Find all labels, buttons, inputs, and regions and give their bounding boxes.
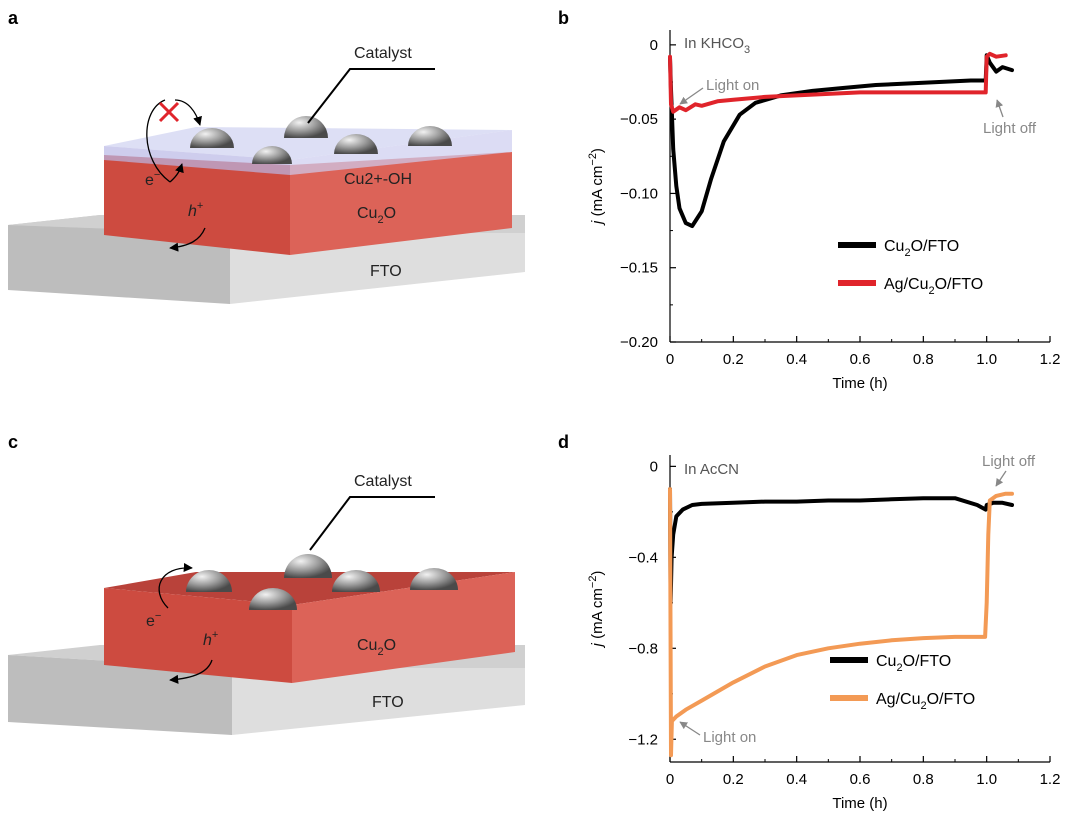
electron-label: e−	[145, 169, 160, 189]
axes-b: 0 0.2 0.4 0.6 0.8 1.0 1.2 0 −0.05 −0.10 −0.15 −0.20…	[587, 30, 1060, 392]
hole-arrow	[169, 227, 206, 252]
series-line-0	[668, 487, 1014, 605]
cross-icon	[158, 101, 180, 123]
blocked-electron-arrow	[174, 99, 202, 126]
legend-entry: Ag/Cu2O/FTO	[876, 691, 975, 712]
catalyst-sphere	[332, 570, 380, 592]
annotation-label: Light on	[703, 729, 756, 746]
catalyst-sphere	[284, 116, 328, 138]
annotation-label: Light off	[982, 453, 1036, 470]
x-tick-label: 0.4	[786, 771, 807, 788]
y-tick-label: −0.8	[628, 640, 658, 657]
x-tick-label: 1.2	[1040, 771, 1061, 788]
fto-label: FTO	[370, 263, 402, 280]
legend-d: Cu2O/FTO Ag/Cu2O/FTO	[830, 653, 975, 712]
catalyst-label: Catalyst	[354, 45, 412, 62]
catalyst-sphere	[252, 146, 292, 164]
annotations-b: Light on Light off	[679, 77, 1037, 137]
legend-entry: Ag/Cu2O/FTO	[884, 276, 983, 297]
legend-b: Cu2O/FTO Ag/Cu2O/FTO	[838, 238, 983, 297]
chart-d: d In AcCN 0 0.2 0.4 0.6 0.8 1.0 1.2 0 −0.4 −0.8 −1…	[558, 432, 1060, 812]
y-tick-label: 0	[650, 458, 658, 475]
panel-letter-d: d	[558, 432, 569, 452]
hole-label: h+	[203, 629, 218, 649]
x-axis-label: Time (h)	[832, 795, 887, 812]
electron-path	[146, 99, 171, 183]
cu2o-label: Cu2O	[357, 637, 396, 658]
cu2o-layer	[104, 152, 512, 255]
y-tick-label: −1.2	[628, 731, 658, 748]
legend-entry: Cu2O/FTO	[876, 653, 951, 674]
condition-label-d: In AcCN	[684, 461, 739, 478]
y-tick-label: −0.15	[620, 260, 658, 277]
hydroxide-label: Cu2+-OH	[344, 171, 412, 188]
series-b	[668, 51, 1014, 229]
y-axis-label: j (mA cm−2)	[587, 571, 606, 649]
y-tick-label: −0.4	[628, 549, 658, 566]
cu2o-front-face	[290, 152, 512, 255]
catalyst-label: Catalyst	[354, 473, 412, 490]
catalyst-sphere	[190, 128, 234, 148]
panel-a-diagram: a Catalyst	[8, 8, 525, 304]
annotation-arrow	[995, 470, 1007, 487]
panel-letter-b: b	[558, 8, 569, 28]
x-tick-label: 0	[666, 351, 674, 368]
x-tick-label: 0.6	[850, 771, 871, 788]
x-tick-label: 1.0	[976, 351, 997, 368]
x-tick-label: 1.2	[1040, 351, 1061, 368]
y-tick-label: 0	[650, 37, 658, 54]
legend-entry: Cu2O/FTO	[884, 238, 959, 259]
catalyst-particles	[190, 116, 452, 164]
series-line-1	[668, 487, 1014, 758]
cu2o-label: Cu2O	[357, 205, 396, 226]
hole-arrow	[169, 659, 213, 684]
hole-label: h+	[188, 200, 203, 220]
catalyst-sphere	[249, 588, 297, 610]
electron-label: e−	[146, 610, 161, 630]
condition-label-b: In KHCO3	[684, 35, 750, 56]
y-tick-label: −0.10	[620, 185, 658, 202]
x-tick-label: 0.8	[913, 771, 934, 788]
series-line-1	[668, 51, 1008, 114]
annotation-arrow	[995, 99, 1004, 118]
fto-front-face	[232, 668, 525, 735]
catalyst-sphere	[186, 570, 232, 592]
fto-label: FTO	[372, 694, 404, 711]
catalyst-sphere	[284, 554, 332, 578]
chart-b: b In KHCO3 0 0.2 0.4 0.6 0.8 1.0 1.2 0 −0.05 −0.1…	[558, 8, 1060, 392]
y-tick-label: −0.20	[620, 334, 658, 351]
catalyst-particles	[186, 554, 458, 610]
cu2o-left-face	[104, 155, 290, 255]
panel-letter-c: c	[8, 432, 18, 452]
annotation-arrow	[679, 87, 704, 105]
y-axis-label: j (mA cm−2)	[587, 148, 606, 226]
x-tick-label: 0.2	[723, 771, 744, 788]
annotation-arrow	[679, 721, 701, 736]
panel-c-diagram: c Catalyst Cu2O FTO e− h+	[8, 432, 525, 735]
x-axis-label: Time (h)	[832, 375, 887, 392]
annotation-label: Light off	[983, 120, 1037, 137]
x-tick-label: 0.8	[913, 351, 934, 368]
catalyst-sphere	[408, 126, 452, 146]
x-tick-label: 0.2	[723, 351, 744, 368]
x-tick-label: 0	[666, 771, 674, 788]
series-d	[668, 487, 1014, 758]
cu2o-front-face	[292, 572, 515, 683]
x-tick-label: 0.4	[786, 351, 807, 368]
catalyst-sphere	[334, 134, 378, 154]
electron-arrow	[169, 163, 184, 183]
catalyst-sphere	[410, 568, 458, 590]
y-tick-label: −0.05	[620, 111, 658, 128]
catalyst-pointer-line	[307, 68, 435, 124]
axes-d: 0 0.2 0.4 0.6 0.8 1.0 1.2 0 −0.4 −0.8 −1.2 Time (h)…	[587, 455, 1060, 812]
annotations-d: Light off Light on	[679, 453, 1036, 746]
cu2o-left-face	[104, 588, 292, 683]
annotation-label: Light on	[706, 77, 759, 94]
panel-letter-a: a	[8, 8, 19, 28]
x-tick-label: 1.0	[976, 771, 997, 788]
x-tick-label: 0.6	[850, 351, 871, 368]
catalyst-pointer-line	[309, 496, 435, 551]
electron-arrow	[158, 562, 193, 609]
